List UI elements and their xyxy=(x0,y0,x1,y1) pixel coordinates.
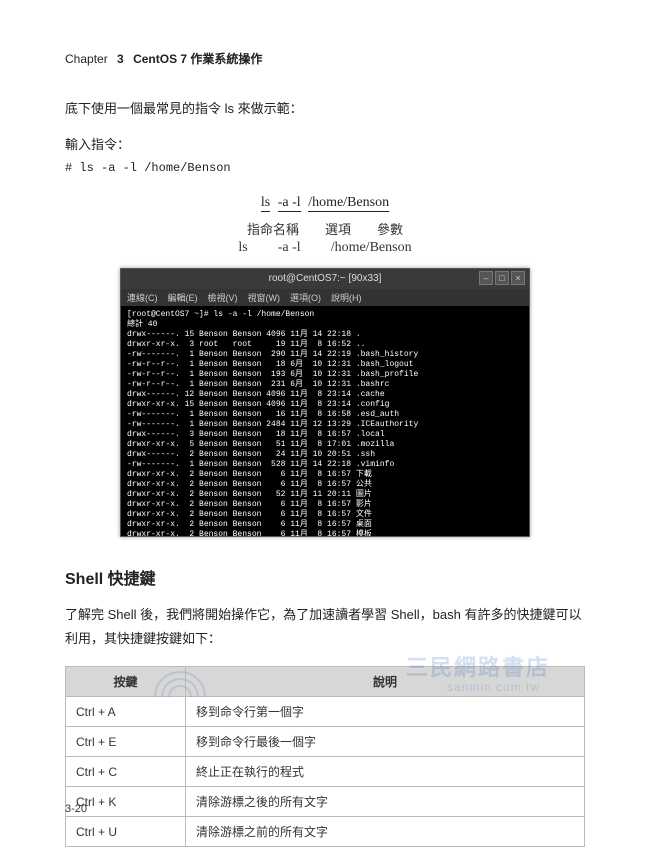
diagram-labels: 指命名稱 選項 參數 xyxy=(65,219,585,238)
shortcut-key: Ctrl + U xyxy=(66,817,186,847)
menu-item[interactable]: 檢視(V) xyxy=(208,291,238,304)
page-number: 3-20 xyxy=(65,803,87,815)
table-row: Ctrl + A移到命令行第一個字 xyxy=(66,697,585,727)
shortcut-desc: 清除游標之前的所有文字 xyxy=(186,817,585,847)
menu-item[interactable]: 連線(C) xyxy=(127,291,158,304)
terminal-body[interactable]: [root@CentOS7 ~]# ls -a -l /home/Benson … xyxy=(121,306,529,536)
command-text: # ls -a -l /home/Benson xyxy=(65,161,585,175)
shortcuts-table: 按鍵 說明 Ctrl + A移到命令行第一個字Ctrl + E移到命令行最後一個… xyxy=(65,666,585,847)
close-button[interactable]: × xyxy=(511,271,525,285)
shortcut-key: Ctrl + E xyxy=(66,727,186,757)
table-row: Ctrl + U清除游標之前的所有文字 xyxy=(66,817,585,847)
chapter-number: 3 xyxy=(117,52,124,66)
terminal-titlebar: root@CentOS7:~ [90x33] – □ × xyxy=(121,269,529,289)
input-label: 輸入指令： xyxy=(65,134,585,153)
command-diagram: ls -a -l /home/Benson 指命名稱 選項 參數 ls -a -… xyxy=(65,193,585,256)
chapter-header: Chapter 3 CentOS 7 作業系統操作 xyxy=(65,50,585,67)
shortcut-desc: 移到命令行第一個字 xyxy=(186,697,585,727)
menu-item[interactable]: 說明(H) xyxy=(331,291,362,304)
chapter-title: CentOS 7 作業系統操作 xyxy=(133,52,262,66)
window-controls: – □ × xyxy=(479,271,525,285)
terminal-window: root@CentOS7:~ [90x33] – □ × 連線(C) 編輯(E)… xyxy=(120,268,530,537)
menu-item[interactable]: 視窗(W) xyxy=(248,291,281,304)
chapter-label: Chapter xyxy=(65,52,108,66)
terminal-menubar: 連線(C) 編輯(E) 檢視(V) 視窗(W) 選項(O) 說明(H) xyxy=(121,289,529,306)
terminal-title: root@CentOS7:~ [90x33] xyxy=(269,273,382,284)
table-header-desc: 說明 xyxy=(186,667,585,697)
diagram-opts: -a -l xyxy=(278,195,301,212)
table-row: Ctrl + C終止正在執行的程式 xyxy=(66,757,585,787)
diagram-parts: ls -a -l /home/Benson xyxy=(261,195,389,211)
table-row: Ctrl + E移到命令行最後一個字 xyxy=(66,727,585,757)
shortcut-desc: 終止正在執行的程式 xyxy=(186,757,585,787)
diagram-val-args: /home/Benson xyxy=(331,240,412,256)
diagram-val-opts: -a -l xyxy=(278,240,301,256)
table-header-row: 按鍵 說明 xyxy=(66,667,585,697)
diagram-val-cmd: ls xyxy=(238,240,247,256)
menu-item[interactable]: 編輯(E) xyxy=(168,291,198,304)
diagram-label-opts: 選項 xyxy=(325,219,351,238)
shortcut-key: Ctrl + A xyxy=(66,697,186,727)
diagram-values: ls -a -l /home/Benson xyxy=(65,240,585,256)
section-para: 了解完 Shell 後，我們將開始操作它，為了加速讀者學習 Shell，bash… xyxy=(65,603,585,652)
diagram-cmd: ls xyxy=(261,195,270,212)
maximize-button[interactable]: □ xyxy=(495,271,509,285)
table-header-key: 按鍵 xyxy=(66,667,186,697)
table-row: Ctrl + K清除游標之後的所有文字 xyxy=(66,787,585,817)
shortcut-key: Ctrl + C xyxy=(66,757,186,787)
minimize-button[interactable]: – xyxy=(479,271,493,285)
shortcut-desc: 移到命令行最後一個字 xyxy=(186,727,585,757)
intro-text: 底下使用一個最常見的指令 ls 來做示範： xyxy=(65,97,585,122)
menu-item[interactable]: 選項(O) xyxy=(290,291,321,304)
diagram-label-args: 參數 xyxy=(377,219,403,238)
shortcut-desc: 清除游標之後的所有文字 xyxy=(186,787,585,817)
diagram-args: /home/Benson xyxy=(308,195,389,212)
section-heading: Shell 快捷鍵 xyxy=(65,565,585,589)
diagram-label-cmd: 指命名稱 xyxy=(247,219,299,238)
